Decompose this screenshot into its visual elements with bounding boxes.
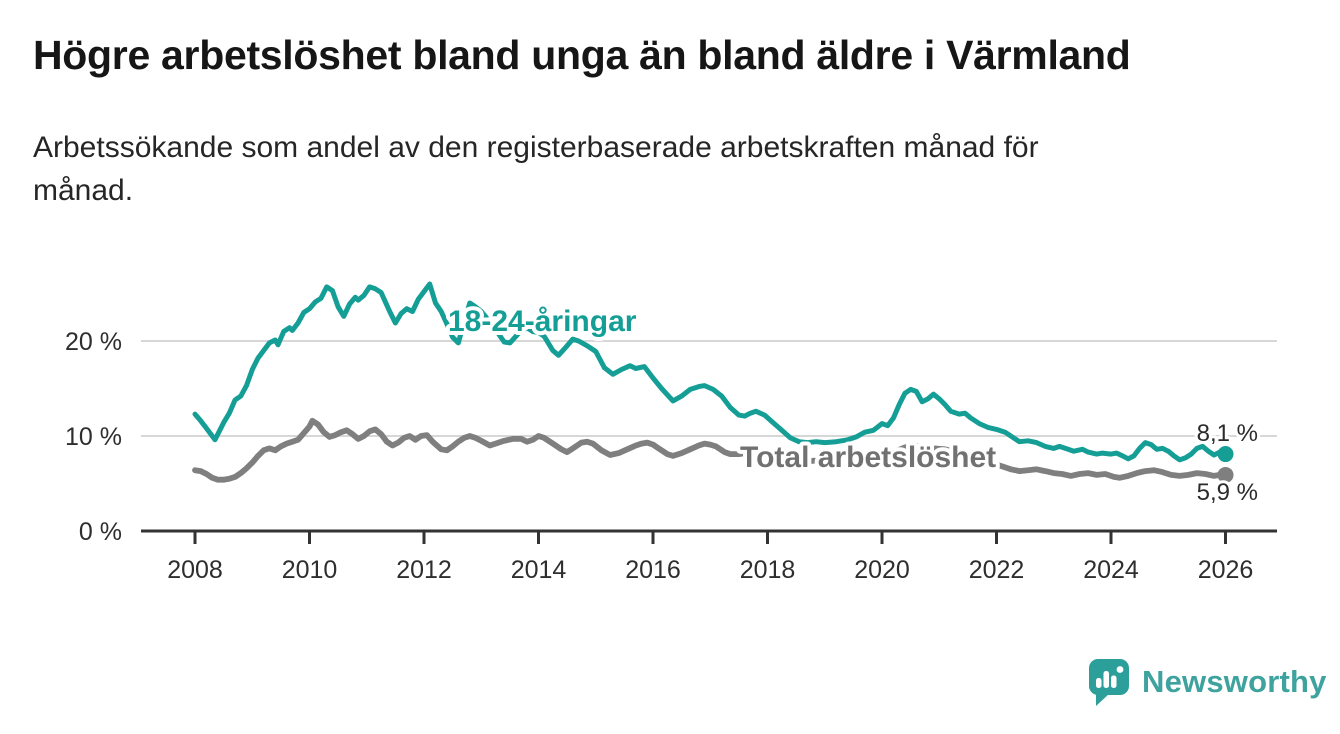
x-axis-tick-label: 2014 [511, 556, 567, 584]
newsworthy-icon [1089, 659, 1129, 706]
youth-end-dot [1217, 446, 1234, 463]
x-axis-tick-label: 2010 [282, 556, 338, 584]
newsworthy-logo: Newsworthy [1086, 657, 1327, 707]
total-end-value-label: 5,9 % [1197, 479, 1258, 506]
x-axis-tick-label: 2016 [625, 556, 681, 584]
y-axis-tick-label: 10 % [65, 423, 122, 451]
x-axis-tick-label: 2026 [1198, 556, 1254, 584]
total-series-label: Total arbetslöshet [740, 441, 996, 474]
chart-title: Högre arbetslöshet bland unga än bland ä… [33, 32, 1131, 78]
chart-subtitle: Arbetssökande som andel av den registerb… [33, 131, 1039, 207]
total-end-dot [1217, 466, 1234, 483]
total-series-line [192, 417, 1229, 483]
x-axis-tick-label: 2024 [1083, 556, 1139, 584]
youth-series-line [192, 281, 1228, 463]
youth-end-value-label: 8,1 % [1197, 420, 1258, 447]
x-axis-tick-label: 2018 [740, 556, 796, 584]
x-axis-tick-label: 2008 [167, 556, 223, 584]
x-axis-tick-label: 2012 [396, 556, 452, 584]
x-axis-tick-label: 2020 [854, 556, 910, 584]
newsworthy-wordmark: Newsworthy [1142, 664, 1327, 699]
youth-series-label: 18-24-åringar [448, 305, 637, 338]
y-axis-tick-label: 20 % [65, 328, 122, 356]
y-axis-tick-label: 0 % [79, 518, 122, 546]
x-axis-tick-label: 2022 [969, 556, 1025, 584]
